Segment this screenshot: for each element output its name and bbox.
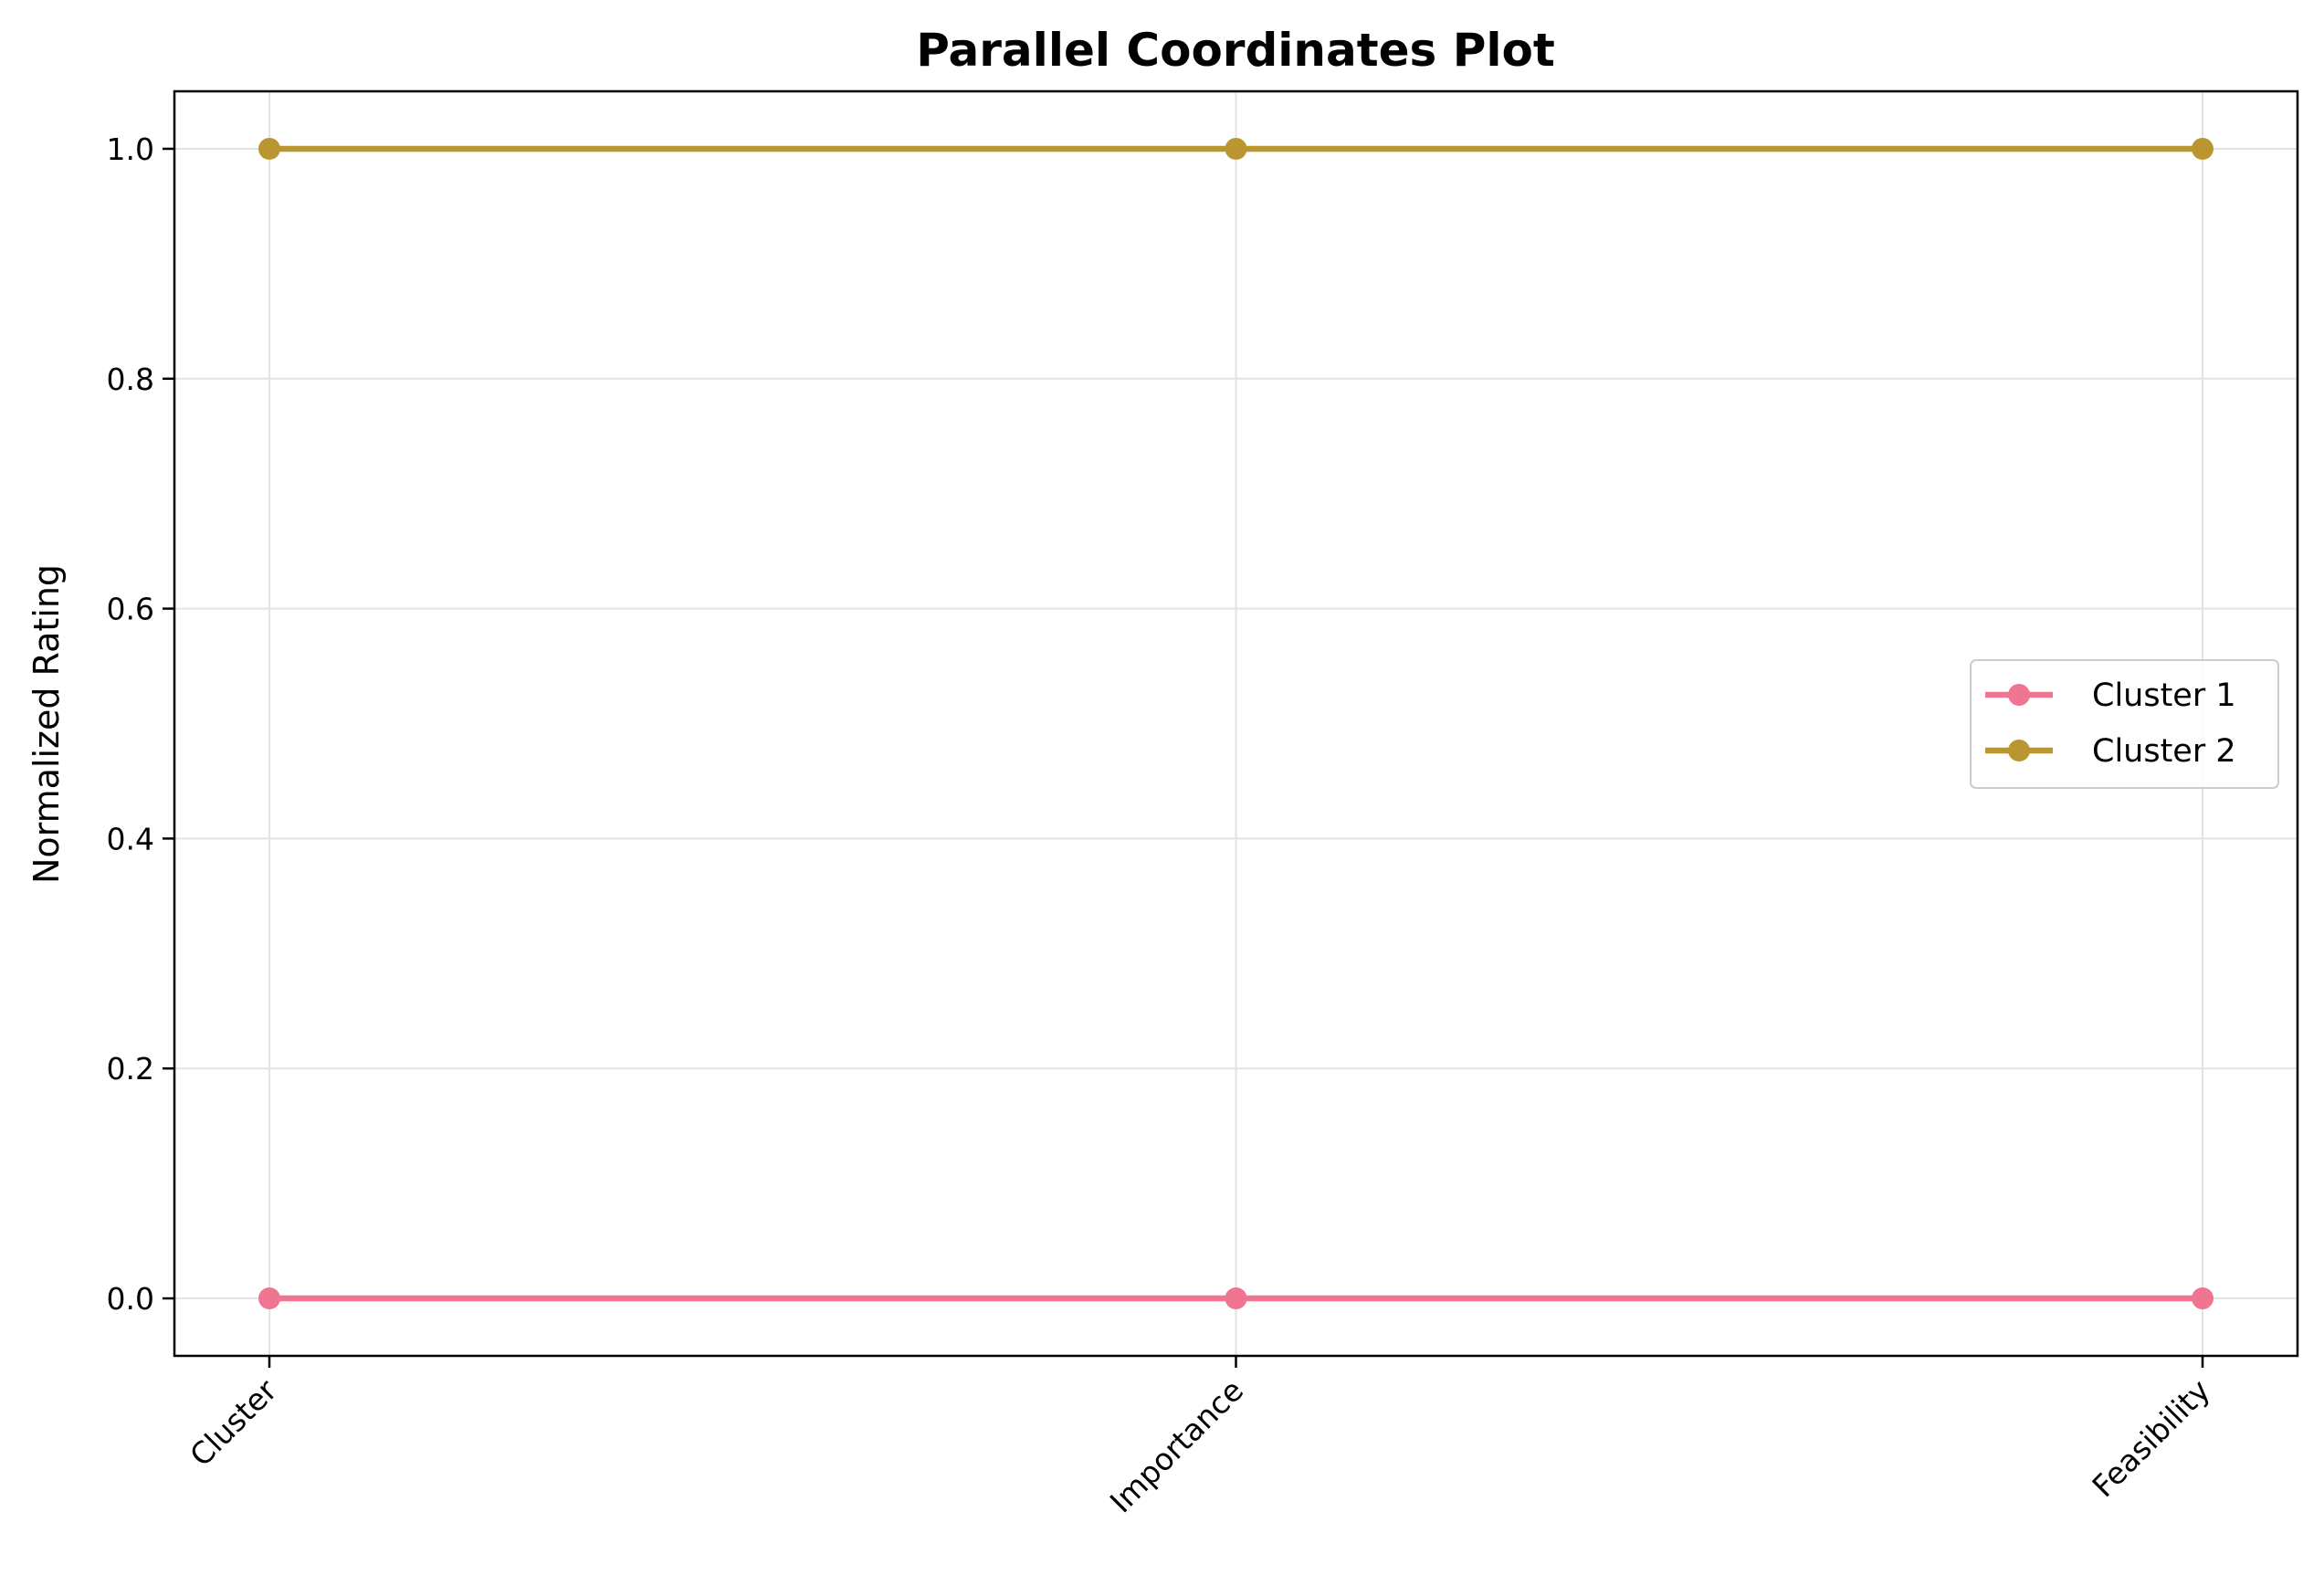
- y-axis-label: Normalized Rating: [26, 564, 67, 884]
- legend-swatch-marker: [2008, 740, 2030, 761]
- y-tick-label: 0.8: [107, 362, 154, 397]
- x-tick-label: Cluster: [183, 1372, 284, 1474]
- y-tick-label: 0.2: [107, 1051, 154, 1087]
- x-tick-label: Feasibility: [2085, 1372, 2216, 1504]
- series-point: [1225, 1287, 1247, 1310]
- chart-title: Parallel Coordinates Plot: [916, 24, 1555, 77]
- series-point: [258, 137, 280, 160]
- series-point: [258, 1287, 280, 1310]
- series-point: [2192, 1287, 2214, 1310]
- tick-layer: 0.0 0.2 0.4 0.6 0.8 1.0 Cluster Importance Feasi…: [107, 131, 2217, 1519]
- y-tick-label: 1.0: [107, 131, 154, 167]
- legend-label: Cluster 1: [2092, 677, 2236, 714]
- series-layer: [258, 137, 2214, 1310]
- series-point: [1225, 137, 1247, 160]
- y-tick-label: 0.4: [107, 821, 154, 856]
- y-tick-label: 0.6: [107, 592, 154, 627]
- series-point: [2192, 137, 2214, 160]
- legend-swatch-marker: [2008, 684, 2030, 706]
- y-tick-label: 0.0: [107, 1281, 154, 1317]
- legend-label: Cluster 2: [2092, 733, 2236, 770]
- x-tick-label: Importance: [1103, 1372, 1250, 1519]
- legend: Cluster 1 Cluster 2: [1970, 659, 2279, 789]
